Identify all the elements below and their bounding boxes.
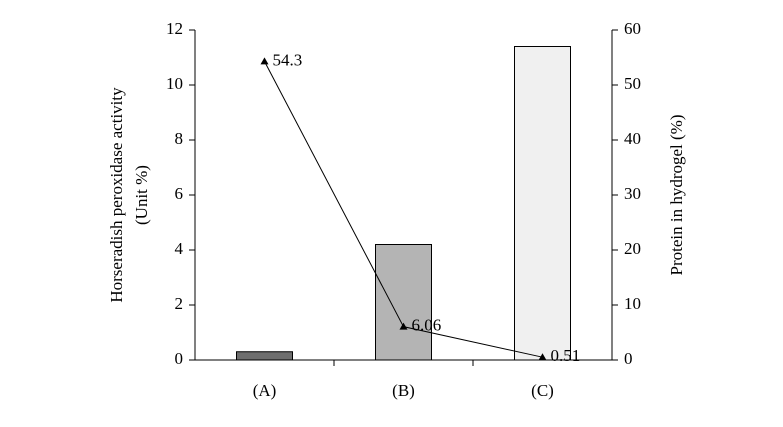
y-tick-label: 12 [166,19,183,38]
data-label: 54.3 [273,50,303,69]
x-tick-label: (A) [253,381,277,400]
data-label: 0.51 [551,346,581,365]
y2-tick-label: 10 [624,294,641,313]
y-tick-label: 0 [175,349,184,368]
y2-tick-label: 30 [624,184,641,203]
bar [375,244,432,361]
y-tick-label: 6 [175,184,184,203]
y-tick-label: 10 [166,74,183,93]
y2-tick-label: 0 [624,349,633,368]
y2-tick-label: 40 [624,129,641,148]
y-tick-label: 8 [175,129,184,148]
bar [514,46,571,361]
bar [236,351,293,361]
y2-tick-label: 50 [624,74,641,93]
y-tick-label: 2 [175,294,184,313]
y2-axis-label: Protein in hydrogel (%) [667,115,686,276]
x-tick-label: (B) [392,381,415,400]
y-tick-label: 4 [175,239,184,258]
y-axis-label: Horseradish peroxidase activity [107,87,126,303]
marker [399,322,408,330]
y2-tick-label: 20 [624,239,641,258]
x-tick-label: (C) [531,381,554,400]
data-label: 6.06 [412,316,442,335]
marker [538,353,547,361]
marker [260,57,269,65]
y2-tick-label: 60 [624,19,641,38]
y-axis-label: (Unit %) [132,165,151,225]
